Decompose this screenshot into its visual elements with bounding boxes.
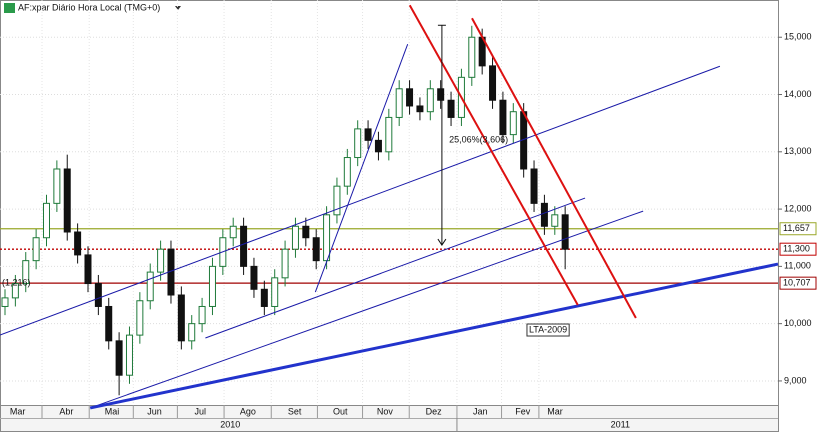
candle-body: [125, 334, 133, 376]
candle-body: [157, 248, 165, 273]
candle-body: [551, 214, 559, 227]
symbol-icon[interactable]: [4, 3, 15, 13]
candle-body: [509, 111, 517, 136]
candle-body: [198, 305, 206, 325]
candle-body: [312, 237, 320, 262]
candle-body: [84, 254, 92, 285]
trendline: [471, 17, 637, 319]
y-tick-label: 10,000: [784, 318, 812, 328]
candle-body: [94, 283, 102, 307]
candle-body: [416, 105, 424, 113]
candle-body: [499, 99, 507, 136]
trendline: [90, 210, 644, 409]
trendline: [314, 44, 409, 293]
x-tick-label: Mai: [105, 406, 120, 416]
year-label: 2010: [220, 419, 240, 429]
y-tick-label: 13,000: [784, 146, 812, 156]
candle-body: [63, 168, 71, 233]
candle-body: [105, 305, 113, 342]
x-tick-label: Set: [288, 406, 302, 416]
candle-body: [32, 237, 40, 262]
candle-body: [364, 128, 372, 141]
annotation: 25,06%(3,606): [449, 135, 508, 145]
candle-body: [530, 168, 538, 204]
year-label: 2011: [611, 419, 630, 429]
level-box: [779, 276, 817, 290]
candle-body: [354, 128, 362, 159]
trendline: [408, 4, 579, 306]
x-tick-label: Dez: [426, 406, 443, 416]
level-label: 11,300: [783, 244, 810, 254]
candle-body: [42, 202, 50, 239]
candle-body: [229, 225, 237, 239]
trendline: [89, 262, 779, 410]
candle-body: [561, 214, 569, 250]
candle-body: [468, 36, 476, 78]
x-tick-label: Jun: [147, 406, 162, 416]
trendline: [205, 197, 586, 339]
level-label: 11,657: [783, 223, 810, 233]
x-tick-label: Fev: [515, 406, 531, 416]
candle-body: [385, 116, 393, 153]
trendline: [0, 65, 721, 336]
candle-body: [333, 185, 341, 216]
candle-body: [208, 265, 216, 307]
x-tick-label: Nov: [377, 406, 394, 416]
y-tick-label: 14,000: [784, 89, 812, 99]
candle-body: [426, 88, 434, 113]
level-box: [779, 222, 817, 236]
candle-body: [74, 231, 82, 256]
annotation: LTA-2009: [529, 324, 567, 334]
candle-body: [53, 168, 61, 204]
dropdown-arrow[interactable]: [175, 6, 181, 10]
x-tick-label: Abr: [59, 406, 73, 416]
x-tick-label: Ago: [240, 406, 256, 416]
x-tick-label: Out: [333, 406, 348, 416]
chart-title[interactable]: AF:xpar Diário Hora Local (TMG+0): [18, 2, 160, 12]
x-tick-label: Jul: [194, 406, 206, 416]
y-tick-label: 11,000: [784, 261, 811, 271]
annotation: (1,216): [2, 278, 31, 288]
level-label: 10,707: [783, 278, 811, 288]
y-tick-label: 9,000: [784, 375, 807, 385]
candle-body: [437, 88, 445, 101]
candle-body: [260, 288, 268, 307]
candle-body: [447, 99, 455, 118]
candle-body: [395, 88, 403, 118]
candle-body: [250, 265, 258, 290]
candle-body: [281, 248, 289, 279]
candle-body: [136, 300, 144, 336]
candle-body: [22, 260, 30, 285]
x-tick-label: Jan: [473, 406, 488, 416]
x-tick-label: Mar: [10, 406, 26, 416]
candle-body: [188, 323, 196, 342]
candle-body: [406, 88, 414, 107]
candle-body: [271, 277, 279, 307]
candle-body: [302, 225, 310, 239]
annotation-box: [526, 323, 570, 337]
level-box: [779, 242, 817, 256]
candle-body: [240, 225, 248, 267]
candle-body: [374, 139, 382, 153]
x-tick-label: Mar: [547, 406, 563, 416]
candle-body: [540, 202, 548, 227]
arrow-head: [437, 238, 447, 246]
candle-body: [177, 294, 185, 342]
y-tick-label: 15,000: [784, 32, 812, 42]
candle-body: [489, 65, 497, 101]
y-tick-label: 12,000: [784, 203, 812, 213]
candle-body: [115, 340, 123, 376]
candle-body: [323, 214, 331, 262]
candle-body: [146, 271, 154, 302]
candle-body: [343, 157, 351, 187]
candle-body: [11, 283, 19, 299]
candle-body: [1, 297, 9, 307]
candle-body: [291, 225, 299, 250]
